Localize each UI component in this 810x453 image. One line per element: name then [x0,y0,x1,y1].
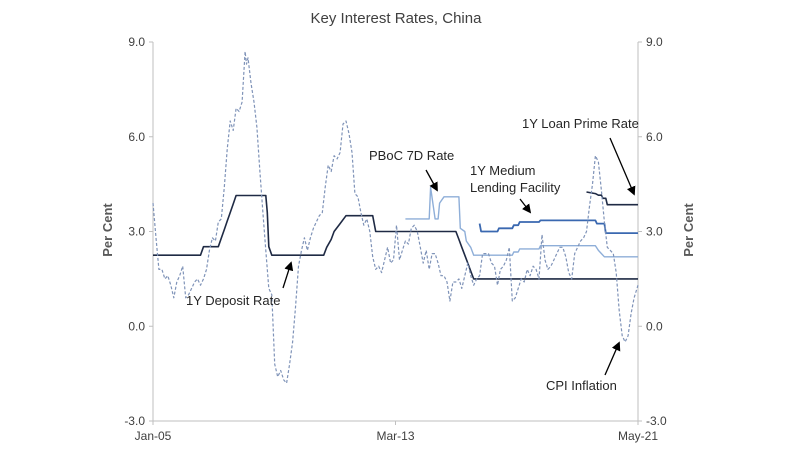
series-line-lpr [586,191,638,206]
y-tick-label-left: 0.0 [128,319,145,333]
y-tick-label-right: 9.0 [646,35,663,49]
x-tick-label: May-21 [618,429,658,443]
series-line-cpi [152,50,639,384]
y-axis-left-label: Per Cent [100,203,115,257]
y-tick-label-left: 6.0 [128,130,145,144]
y-axis-right-title: Per Cent [681,203,696,257]
y-tick-label-left: -3.0 [124,414,145,428]
x-tick-label: Jan-05 [135,429,172,443]
chart-title: Key Interest Rates, China [311,10,483,27]
annotation-pboc: PBoC 7D Rate [369,148,454,163]
series-line-mlf [478,219,638,234]
series-line-pboc [405,186,638,258]
annotation-deposit-arrow [282,261,294,289]
annotation-cpi: CPI Inflation [546,378,617,393]
annotation-deposit: 1Y Deposit Rate [186,293,280,308]
x-tick-label: Mar-13 [377,429,415,443]
annotation-mlf-line1: 1Y Medium [470,163,536,178]
y-tick-label-right: -3.0 [646,414,667,428]
annotation-cpi-arrow [604,341,621,376]
y-tick-label-right: 6.0 [646,130,663,144]
annotation-mlf-arrow [519,198,532,214]
y-tick-label-right: 3.0 [646,225,663,239]
annotation-mlf-line2: Lending Facility [470,180,561,195]
y-tick-label-left: 9.0 [128,35,145,49]
y-tick-label-left: 3.0 [128,225,145,239]
series-layer [152,50,639,384]
annotation-lpr-arrow [609,137,636,196]
annotation-pboc-arrow [425,169,438,192]
y-axis-right-label: Per Cent [681,203,696,257]
y-axis-left-title: Per Cent [100,203,115,257]
y-tick-label-right: 0.0 [646,319,663,333]
annotations: 1Y Loan Prime Rate PBoC 7D Rate 1Y Mediu… [186,116,639,393]
series-line-deposit [153,194,638,280]
annotation-lpr: 1Y Loan Prime Rate [522,116,639,131]
